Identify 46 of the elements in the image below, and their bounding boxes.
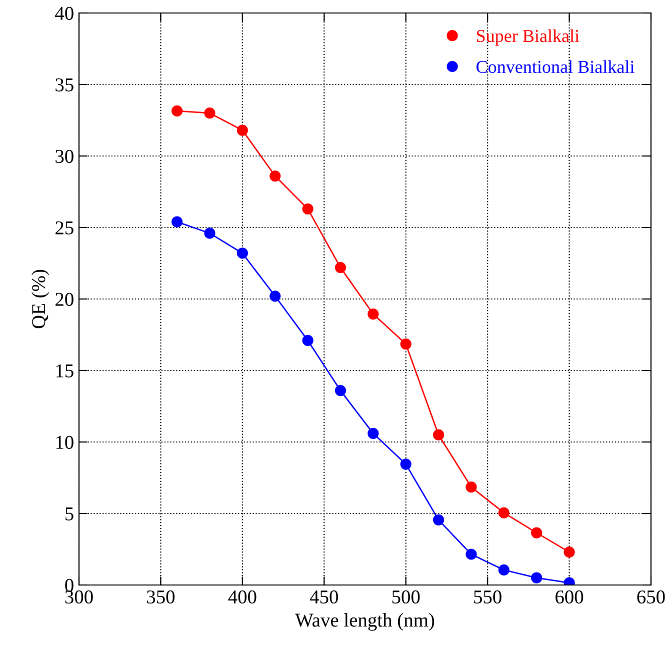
point <box>270 290 281 302</box>
point <box>302 203 314 214</box>
x-tick-label: 500 <box>392 590 420 604</box>
point <box>368 308 379 320</box>
y-tick-label: 30 <box>56 150 74 163</box>
x-tick-label: 300 <box>65 590 93 604</box>
y-tick-label: 0 <box>65 578 74 592</box>
point <box>498 564 510 576</box>
point <box>302 334 314 346</box>
legend-label: Conventional Bialkali <box>476 60 634 73</box>
point <box>531 572 542 584</box>
x-axis-title: Wave length (nm) <box>295 613 434 631</box>
point <box>498 507 510 518</box>
point <box>432 514 444 526</box>
point <box>334 384 346 396</box>
x-tick-label: 400 <box>228 590 256 604</box>
point <box>432 429 444 440</box>
y-tick-label: 35 <box>56 78 74 92</box>
point <box>400 338 412 350</box>
x-tick-label: 450 <box>310 590 338 604</box>
x-tick-label: 600 <box>556 590 584 604</box>
x-tick-label: 350 <box>147 590 175 604</box>
y-tick-label: 25 <box>56 221 74 234</box>
y-tick-label: 15 <box>56 364 74 378</box>
point <box>172 105 183 117</box>
point <box>204 228 216 239</box>
legend-label: Super Bialkali <box>476 29 580 46</box>
y-axis-title: QE (%) <box>32 270 50 328</box>
y-tick-label: 10 <box>56 436 74 449</box>
point <box>531 527 542 538</box>
x-tick-label: 550 <box>474 590 502 604</box>
point <box>466 548 477 560</box>
point <box>204 108 216 119</box>
point <box>400 458 412 470</box>
y-tick-label: 40 <box>55 6 74 20</box>
point <box>564 546 575 558</box>
point <box>236 248 248 259</box>
point <box>236 124 248 136</box>
point <box>368 428 379 439</box>
point <box>172 216 183 228</box>
y-tick-label: 20 <box>56 292 74 306</box>
point <box>270 170 281 182</box>
y-tick-label: 5 <box>66 508 74 520</box>
point <box>334 262 346 274</box>
point <box>466 481 477 493</box>
x-tick-label: 650 <box>637 590 665 604</box>
